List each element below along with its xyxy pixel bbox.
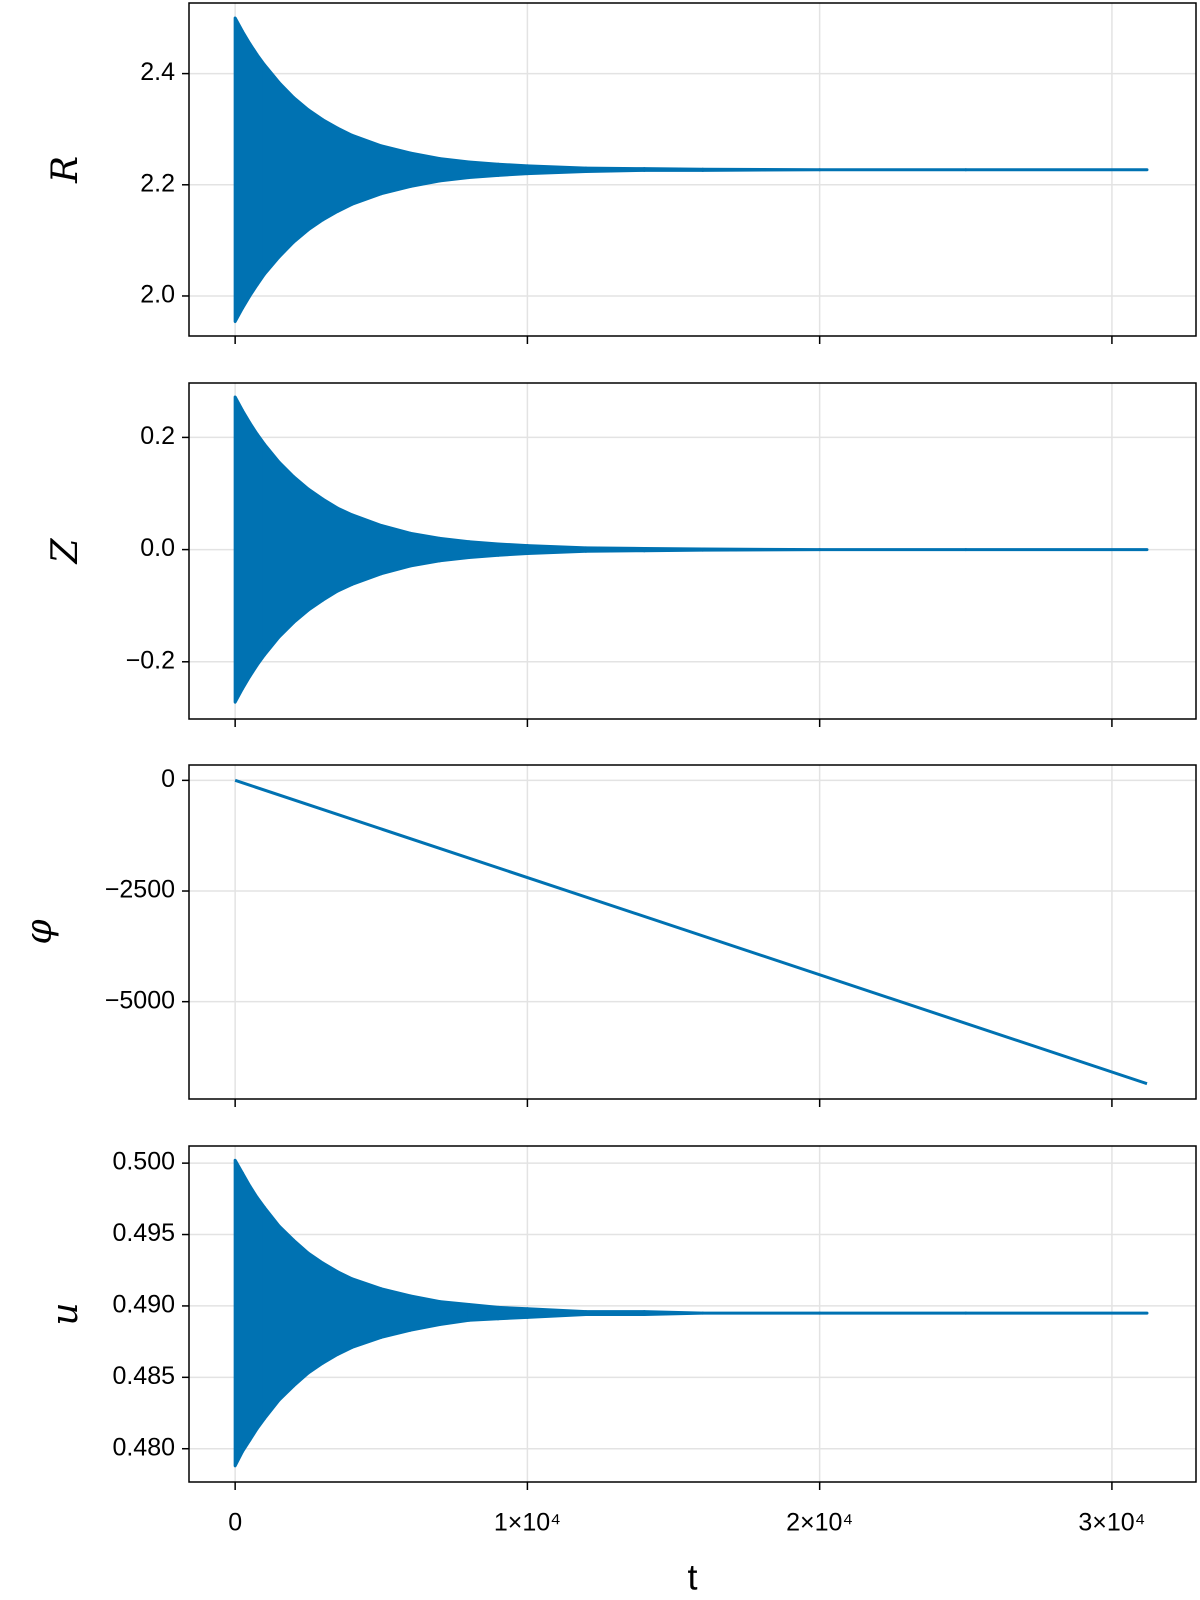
oscillation-band xyxy=(335,126,354,213)
y-tick-label: 0.490 xyxy=(112,1291,175,1319)
oscillation-band xyxy=(262,442,281,657)
oscillation-band xyxy=(584,166,646,173)
oscillation-band xyxy=(350,1277,383,1349)
oscillation-band xyxy=(438,1300,471,1326)
oscillation-band xyxy=(321,118,339,222)
oscillation-band xyxy=(701,547,822,552)
oscillation-band xyxy=(496,162,529,177)
y-tick-label: −2500 xyxy=(105,876,175,904)
y-tick-label: −5000 xyxy=(105,986,175,1014)
plot-frame xyxy=(188,1145,1197,1483)
x-axis-label: t xyxy=(687,1557,697,1598)
oscillation-band xyxy=(525,164,588,176)
y-tick-label: 0.480 xyxy=(112,1433,175,1461)
series-line xyxy=(234,778,1148,1086)
y-tick-label: 0.495 xyxy=(112,1219,175,1247)
y-axis-label: φ xyxy=(19,919,60,945)
y-tick-label: 0.485 xyxy=(112,1362,175,1390)
oscillation-band xyxy=(292,475,310,625)
plot-frame xyxy=(188,764,1197,1100)
x-tick-label: 3×10⁴ xyxy=(1078,1509,1145,1537)
x-tick-label: 0 xyxy=(228,1509,242,1537)
oscillation-band xyxy=(321,1261,339,1365)
oscillation-band xyxy=(277,460,296,639)
oscillation-band xyxy=(306,108,325,232)
oscillation-band xyxy=(277,1224,296,1402)
y-axis-label: u xyxy=(45,1302,86,1325)
oscillation-band xyxy=(321,497,339,602)
oscillation-band xyxy=(525,1307,588,1319)
oscillation-band xyxy=(584,1310,646,1316)
y-axis-label: R xyxy=(45,156,86,184)
oscillation-band xyxy=(292,96,310,244)
oscillation-band xyxy=(350,513,383,586)
y-tick-label: 2.2 xyxy=(140,169,175,197)
y-tick-label: 0 xyxy=(161,765,175,793)
x-tick-label: 2×10⁴ xyxy=(786,1509,853,1537)
y-tick-label: −0.2 xyxy=(126,646,175,674)
oscillation-band xyxy=(379,1287,413,1339)
oscillation-band xyxy=(379,144,413,196)
y-tick-label: 0.2 xyxy=(140,422,175,450)
y-tick-label: 2.0 xyxy=(140,281,175,309)
oscillation-band xyxy=(292,1238,310,1388)
oscillation-band xyxy=(335,506,354,593)
x-tick-label: 1×10⁴ xyxy=(494,1509,561,1537)
oscillation-band xyxy=(335,1270,354,1356)
plot-frame xyxy=(188,382,1197,720)
oscillation-band xyxy=(496,542,529,557)
oscillation-band xyxy=(467,160,500,180)
plot-frame xyxy=(188,2,1197,337)
oscillation-band xyxy=(262,63,281,276)
oscillation-band xyxy=(409,151,442,188)
oscillation-band xyxy=(642,546,705,553)
y-axis-label: Z xyxy=(45,538,86,565)
oscillation-band xyxy=(642,167,705,172)
oscillation-band xyxy=(409,1294,442,1332)
y-tick-label: 2.4 xyxy=(140,58,175,86)
oscillation-band xyxy=(496,1305,529,1321)
oscillation-band xyxy=(467,1303,500,1322)
oscillation-band xyxy=(642,1310,705,1316)
oscillation-band xyxy=(525,544,588,556)
oscillation-band xyxy=(277,80,296,259)
oscillation-band xyxy=(379,523,413,576)
oscillation-band xyxy=(701,167,822,172)
oscillation-band xyxy=(306,1251,325,1375)
oscillation-band xyxy=(409,531,442,568)
y-tick-label: 0.500 xyxy=(112,1148,175,1176)
oscillation-band xyxy=(467,540,500,559)
oscillation-band xyxy=(438,536,471,563)
oscillation-band xyxy=(262,1205,281,1421)
oscillation-band xyxy=(350,133,383,206)
oscillation-band xyxy=(306,487,325,612)
oscillation-band xyxy=(438,157,471,183)
y-tick-label: 0.0 xyxy=(140,534,175,562)
oscillation-band xyxy=(584,546,646,553)
